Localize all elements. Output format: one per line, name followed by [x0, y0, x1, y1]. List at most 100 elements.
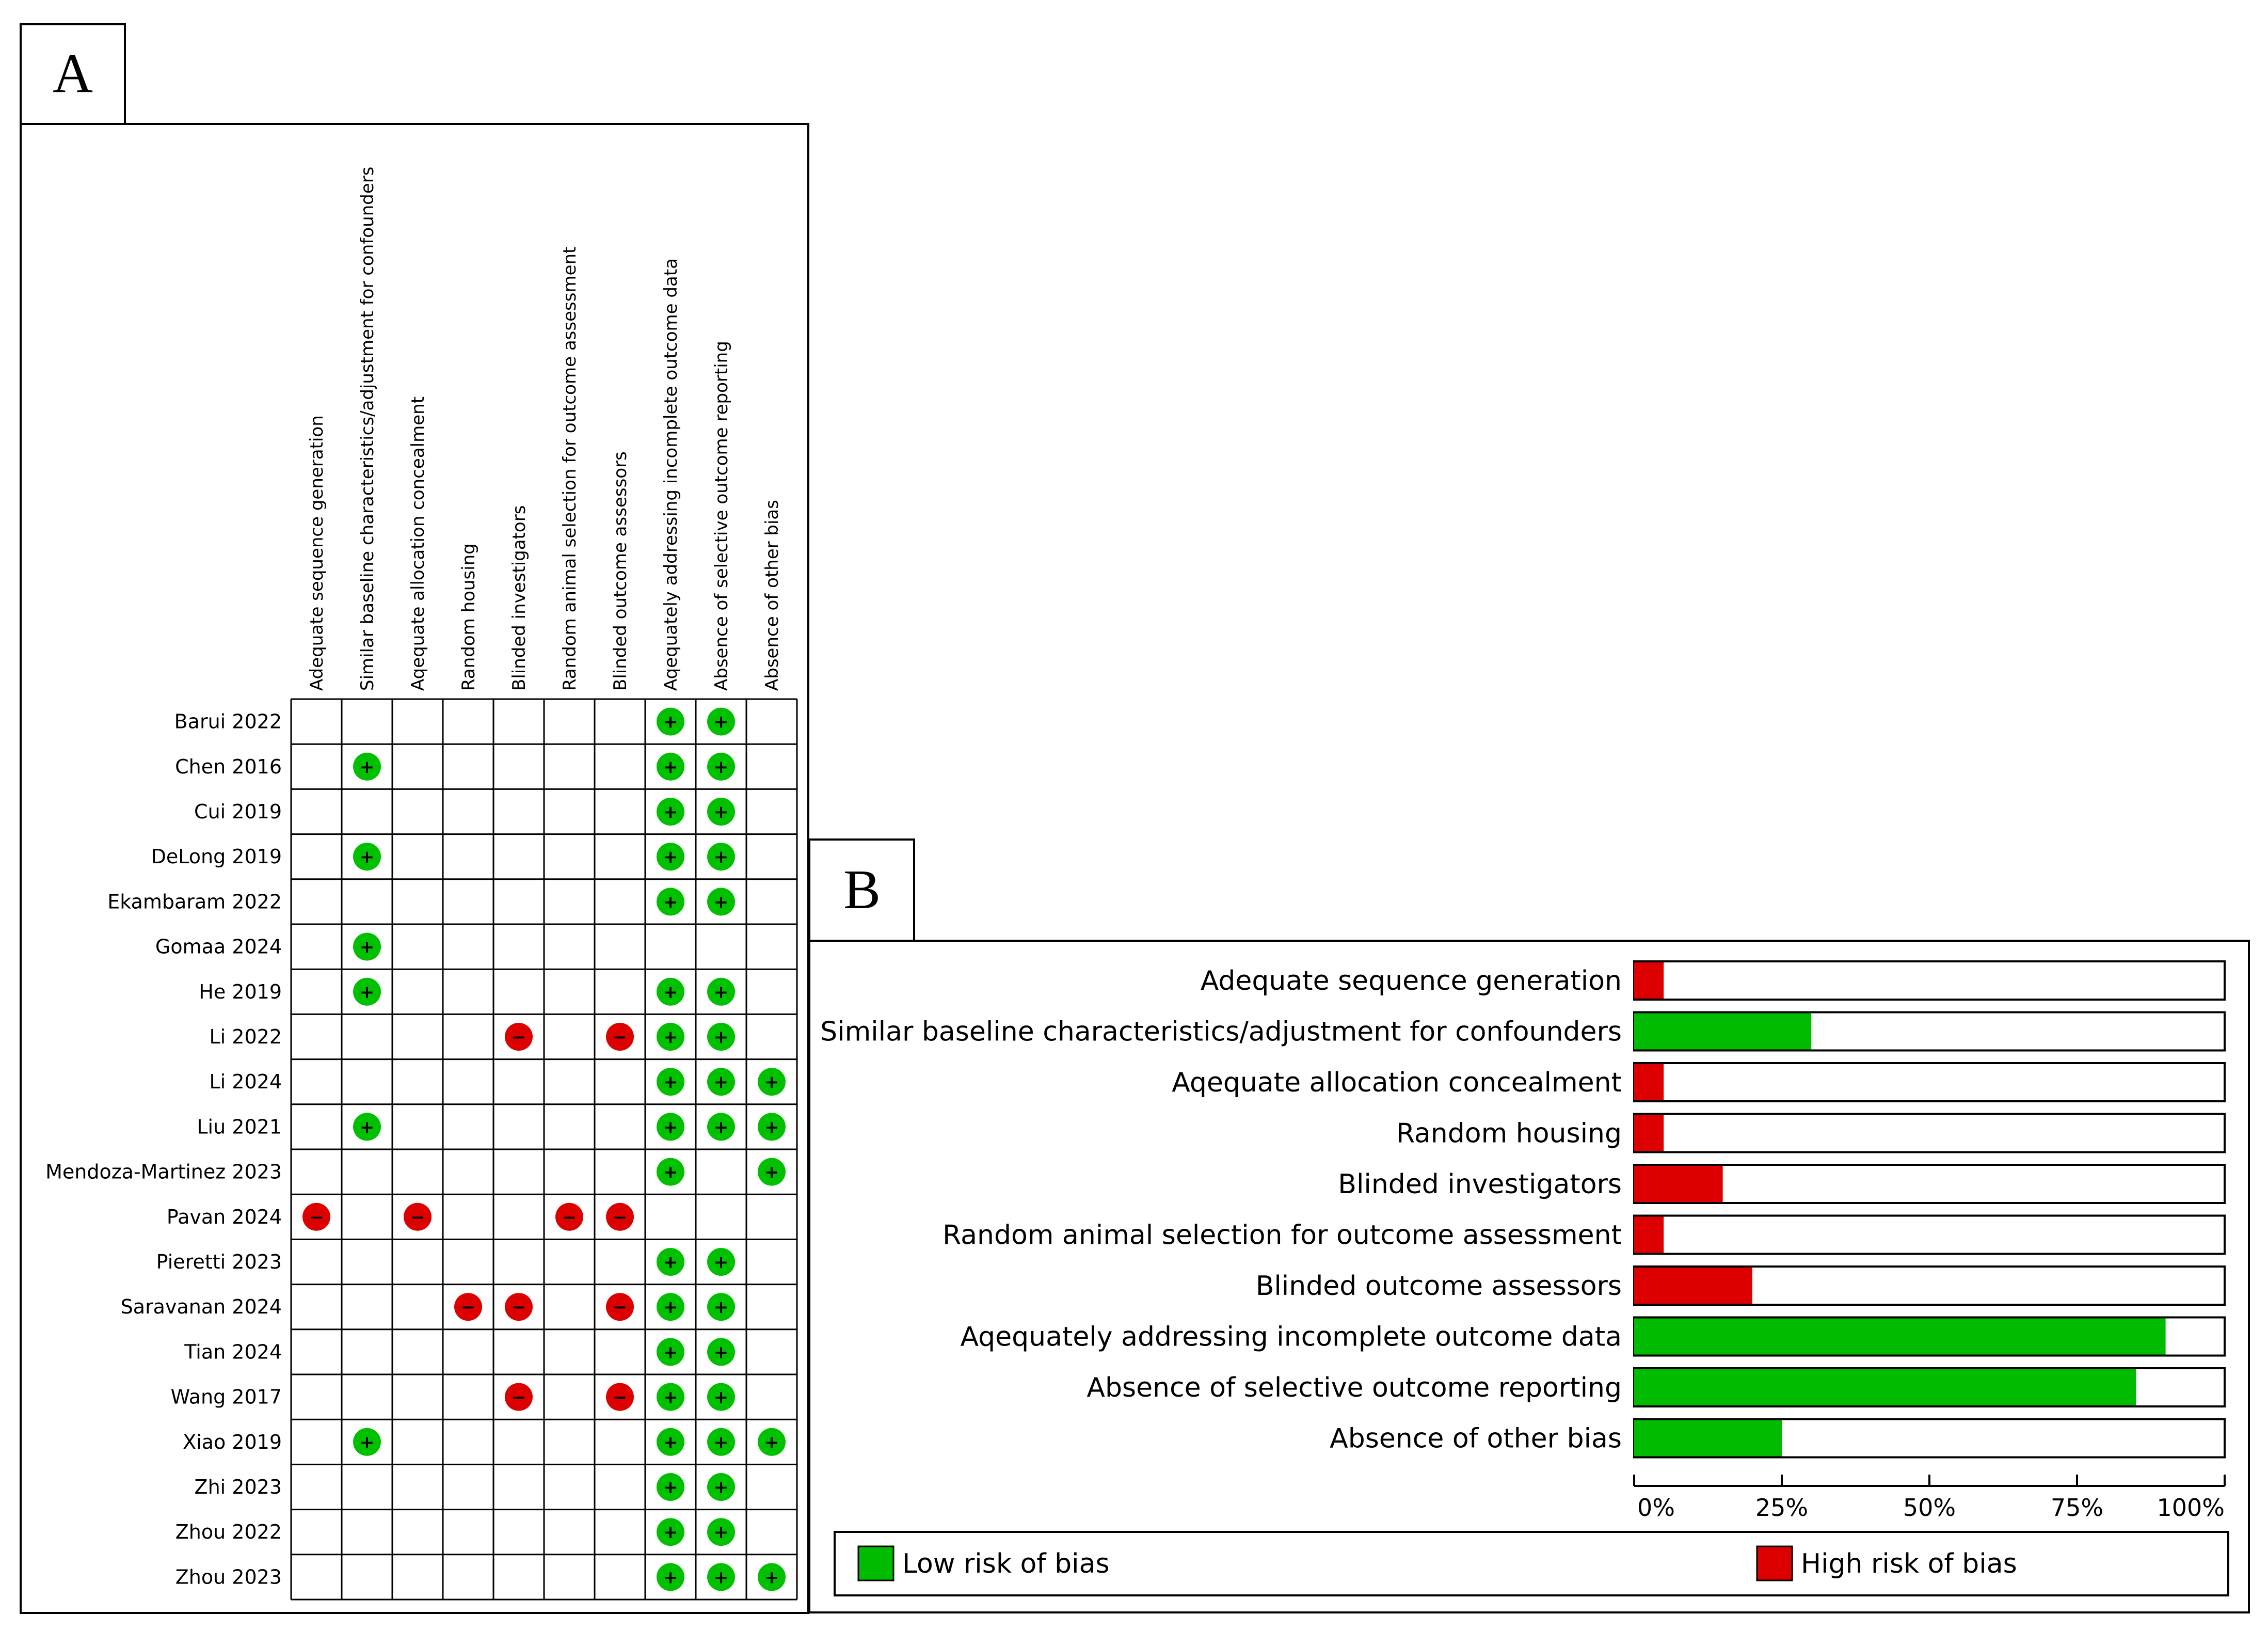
low-risk-dot — [758, 1113, 786, 1141]
low-risk-dot — [657, 707, 684, 736]
panel-b-label-box — [808, 838, 915, 942]
low-risk-dot — [657, 1113, 684, 1141]
study-label: Saravanan 2024 — [121, 1295, 282, 1318]
domain-header: Similar baseline characteristics/adjustm… — [357, 167, 378, 691]
low-risk-symbol: + — [663, 982, 678, 1003]
low-risk-symbol: + — [714, 1432, 729, 1453]
low-risk-dot — [657, 977, 684, 1006]
low-risk-symbol: + — [714, 712, 729, 733]
low-risk-symbol: + — [360, 1117, 375, 1137]
high-risk-symbol: − — [613, 1207, 628, 1228]
high-risk-dot — [505, 1293, 533, 1321]
domain-header: Random housing — [458, 543, 479, 691]
bar-category-label: Random housing — [1396, 1118, 1622, 1149]
study-label: Barui 2022 — [174, 710, 282, 733]
domain-header: Blinded investigators — [509, 505, 530, 691]
low-risk-dot — [353, 752, 381, 781]
bar-category-label: Random animal selection for outcome asse… — [943, 1220, 1622, 1251]
low-risk-dot — [707, 1068, 735, 1096]
high-risk-symbol: − — [512, 1297, 526, 1318]
bar-track — [1633, 1214, 2226, 1255]
low-risk-dot — [707, 798, 735, 826]
high-risk-dot — [606, 1383, 634, 1411]
bar-category-label: Absence of selective outcome reporting — [1087, 1372, 1622, 1403]
bar-category-label: Absence of other bias — [1330, 1423, 1622, 1454]
low-risk-dot — [758, 1158, 786, 1186]
bar-high-risk — [1634, 1115, 1664, 1151]
low-risk-symbol: + — [714, 1567, 729, 1588]
low-risk-dot — [758, 1068, 786, 1096]
low-risk-dot — [707, 1023, 735, 1051]
low-risk-symbol: + — [714, 1072, 729, 1093]
low-risk-symbol: + — [360, 847, 375, 867]
panel-a-frame — [20, 123, 809, 1614]
domain-header: Absence of other bias — [762, 500, 782, 691]
low-risk-dot — [707, 1248, 735, 1276]
low-risk-dot — [707, 1473, 735, 1501]
low-risk-symbol: + — [764, 1162, 779, 1183]
low-risk-dot — [657, 888, 684, 916]
low-risk-symbol: + — [714, 1342, 729, 1363]
low-risk-symbol: + — [360, 1432, 375, 1453]
low-risk-dot — [657, 1248, 684, 1276]
low-risk-symbol: + — [663, 712, 678, 733]
high-risk-dot — [454, 1293, 482, 1321]
low-risk-symbol: + — [663, 1297, 678, 1318]
x-tick-label: 100% — [2157, 1494, 2225, 1522]
low-risk-dot — [707, 888, 735, 916]
study-label: He 2019 — [199, 980, 282, 1003]
bar-category-label: Aqequate allocation concealment — [1172, 1067, 1622, 1098]
study-label: Xiao 2019 — [183, 1431, 282, 1453]
x-tick-label: 25% — [1755, 1494, 1808, 1522]
high-risk-dot — [302, 1202, 330, 1231]
low-risk-symbol: + — [360, 757, 375, 778]
x-tick-label: 75% — [2051, 1494, 2103, 1522]
study-label: Mendoza-Martinez 2023 — [45, 1161, 282, 1183]
low-risk-dot — [657, 1518, 684, 1546]
low-risk-symbol: + — [764, 1567, 779, 1588]
low-risk-dot — [707, 1293, 735, 1321]
low-risk-dot — [758, 1563, 786, 1591]
high-risk-dot — [606, 1023, 634, 1051]
high-risk-dot — [505, 1023, 533, 1051]
study-label: Li 2024 — [209, 1070, 282, 1093]
domain-header: Absence of selective outcome reporting — [711, 341, 732, 691]
bar-low-risk — [1634, 1420, 1782, 1457]
bar-high-risk — [1634, 1216, 1664, 1253]
low-risk-dot — [657, 1023, 684, 1051]
low-risk-symbol: + — [663, 892, 678, 912]
study-label: DeLong 2019 — [151, 845, 282, 868]
low-risk-dot — [657, 798, 684, 826]
panel-a-label-box — [20, 23, 126, 125]
study-label: Zhi 2023 — [195, 1476, 282, 1498]
study-label: Zhou 2022 — [175, 1521, 282, 1543]
low-risk-symbol: + — [764, 1072, 779, 1093]
high-risk-symbol: − — [461, 1297, 476, 1318]
low-risk-symbol: + — [663, 802, 678, 822]
study-label: Pieretti 2023 — [156, 1251, 282, 1273]
bar-track — [1633, 1113, 2226, 1153]
low-risk-symbol: + — [714, 757, 729, 778]
low-risk-dot — [707, 1383, 735, 1411]
x-tick-label: 0% — [1637, 1494, 1675, 1522]
bar-track — [1633, 960, 2226, 1001]
legend-label-high: High risk of bias — [1801, 1548, 2017, 1579]
low-risk-dot — [657, 1473, 684, 1501]
low-risk-symbol: + — [714, 802, 729, 822]
low-risk-dot — [707, 1338, 735, 1366]
bar-high-risk — [1634, 1166, 1723, 1202]
low-risk-symbol: + — [663, 1162, 678, 1183]
bar-category-label: Blinded outcome assessors — [1256, 1271, 1622, 1302]
bar-high-risk — [1634, 962, 1664, 999]
low-risk-dot — [707, 752, 735, 781]
low-risk-dot — [707, 977, 735, 1006]
study-label: Pavan 2024 — [167, 1206, 282, 1228]
legend-box — [834, 1531, 2229, 1596]
low-risk-symbol: + — [714, 1252, 729, 1273]
risk-of-bias-summary: Adequate sequence generation Similar base… — [45, 167, 798, 1601]
domain-header: Blinded outcome assessors — [610, 451, 631, 691]
low-risk-dot — [353, 932, 381, 961]
bar-category-label: Similar baseline characteristics/adjustm… — [820, 1017, 1622, 1048]
low-risk-symbol: + — [663, 1522, 678, 1543]
low-risk-symbol: + — [714, 1522, 729, 1543]
